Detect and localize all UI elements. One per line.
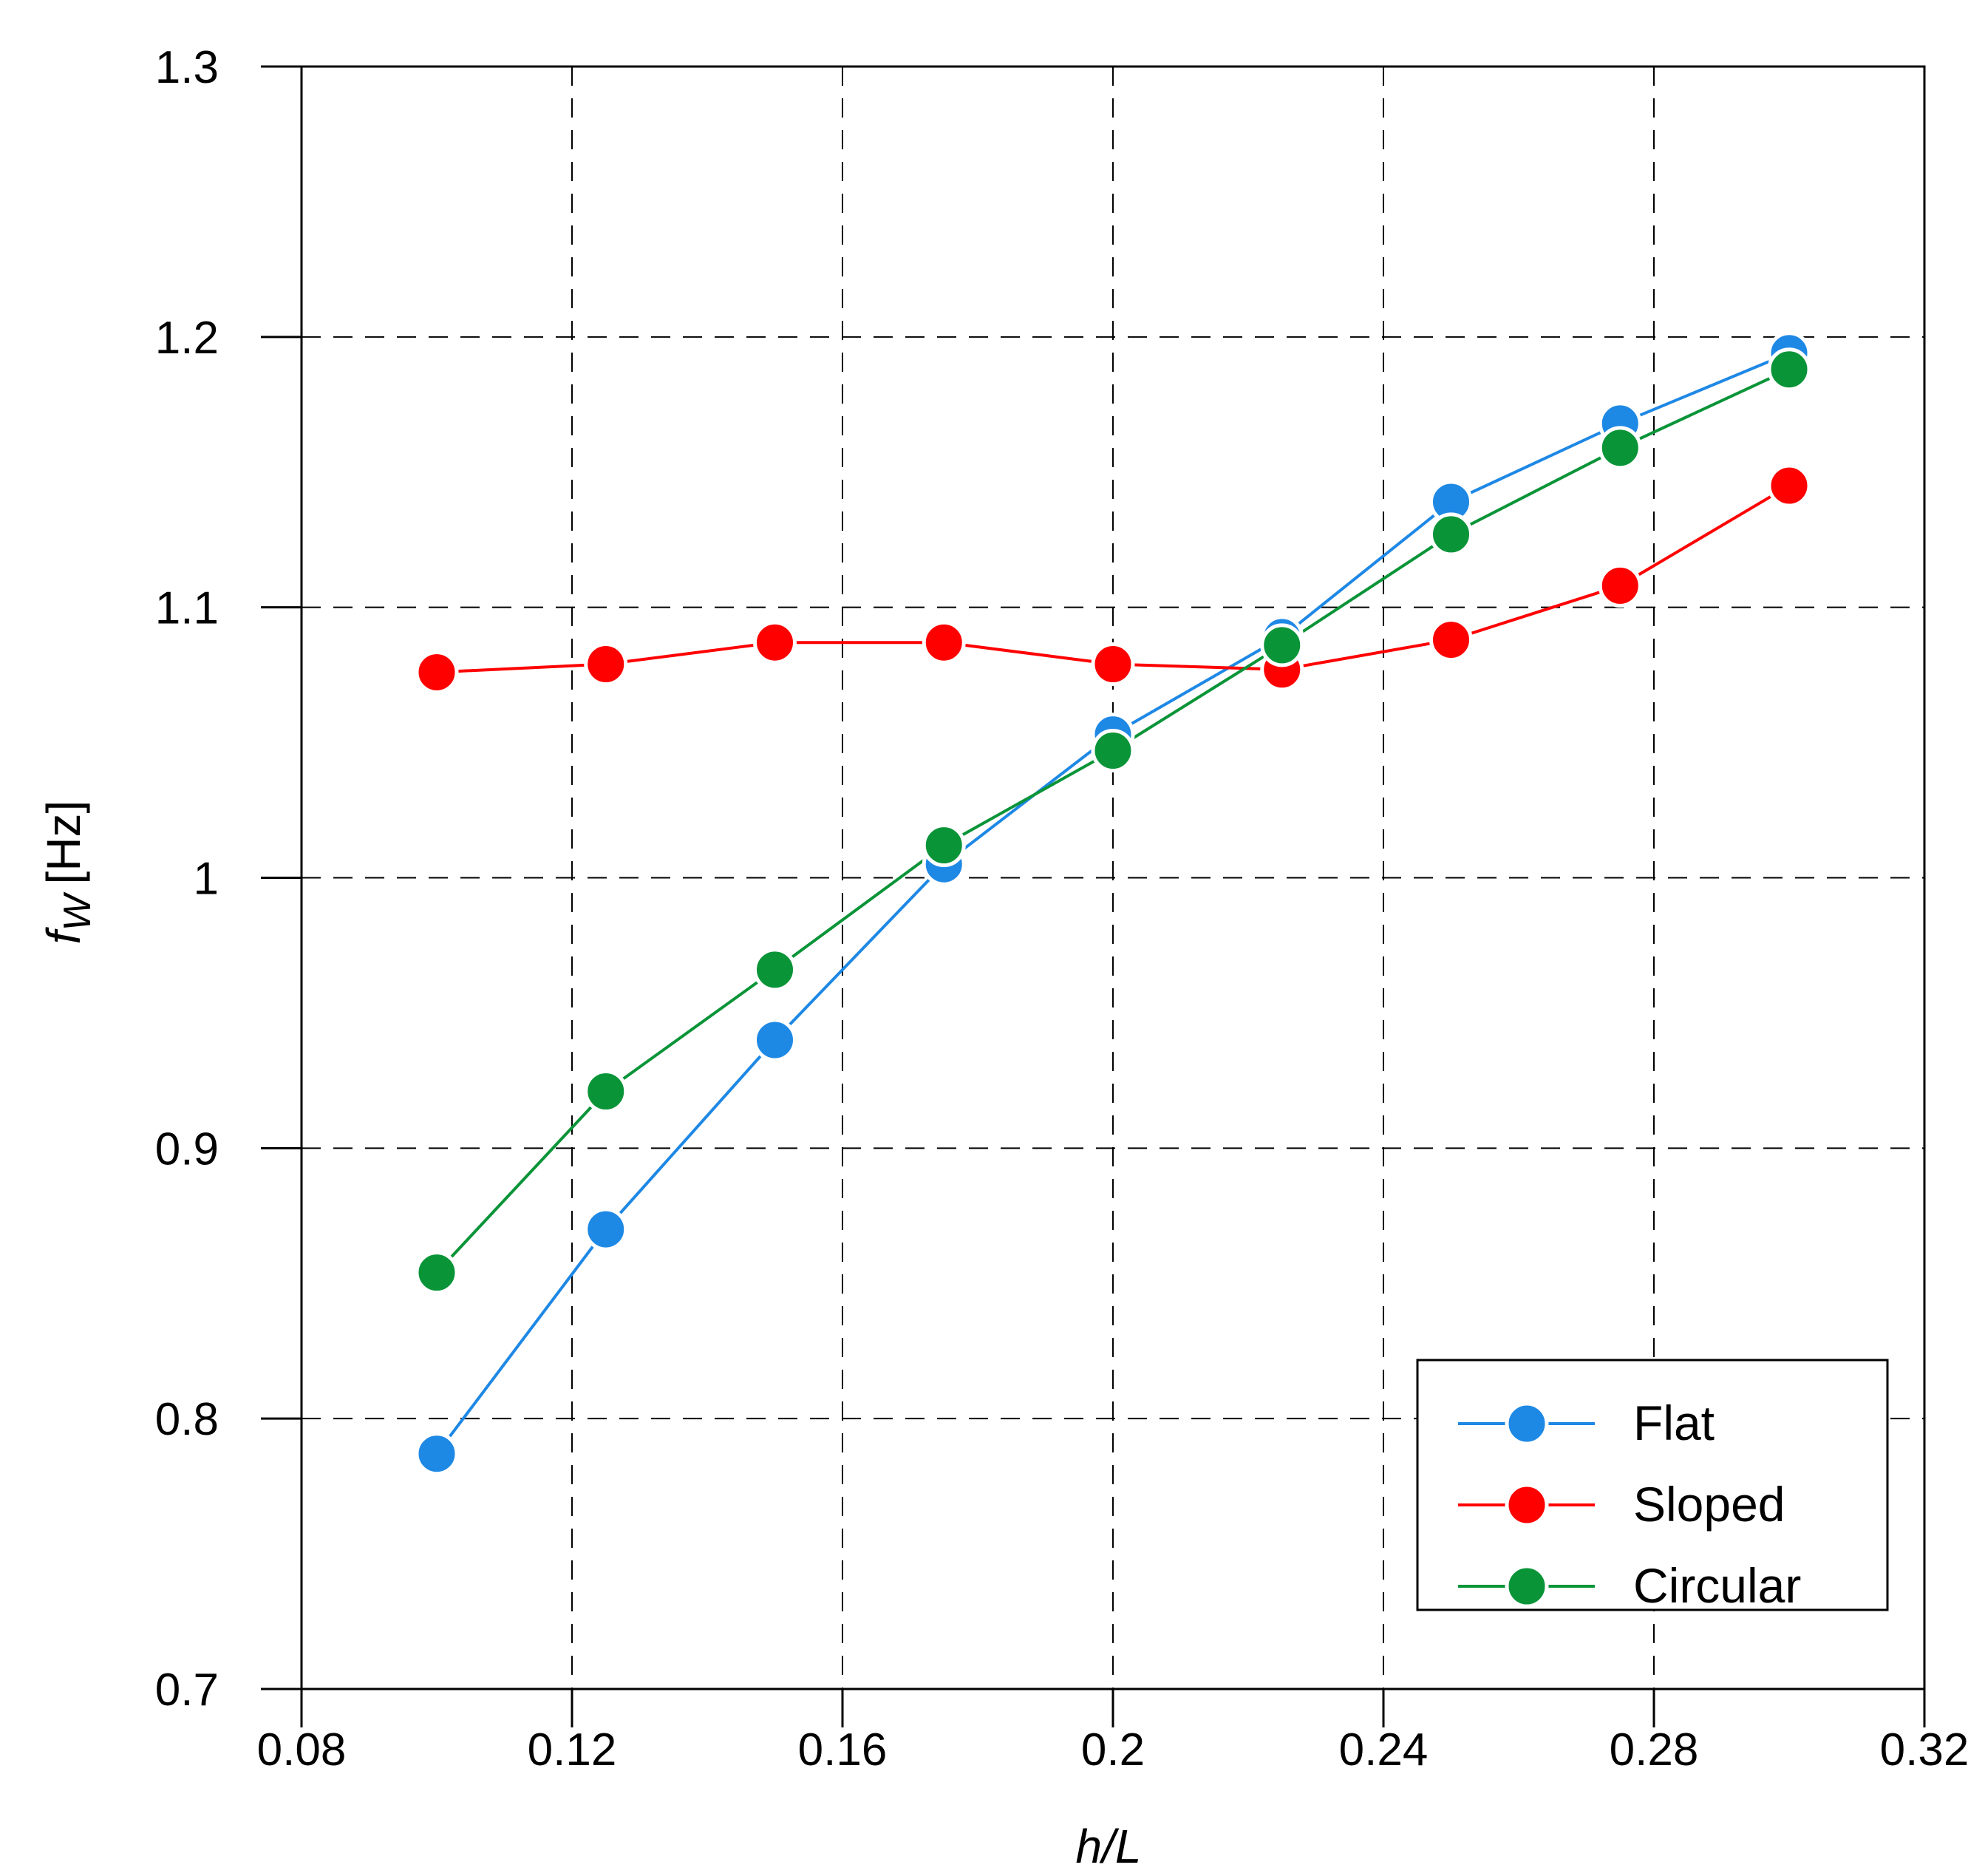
data-point-circular: [753, 948, 797, 992]
y-tick-label: 1: [194, 854, 219, 905]
legend-marker-flat: [1505, 1401, 1549, 1446]
legend: Flat Sloped Circular: [1416, 1359, 1889, 1613]
y-tick-label: 1.3: [155, 42, 219, 93]
axes: 0.08 0.12 0.16 0.2 0.24 0.28 0.32 0.7 0.8 0.9 1 1.1…: [155, 42, 1969, 1775]
data-point-flat: [415, 1432, 459, 1476]
series-line-circular: [435, 367, 1790, 1274]
legend-label-sloped: Sloped: [1633, 1477, 1785, 1532]
y-tick-label: 0.9: [155, 1124, 219, 1175]
data-point-sloped: [1598, 563, 1642, 608]
data-point-sloped: [922, 620, 966, 665]
data-point-flat: [753, 1018, 797, 1062]
data-point-sloped: [1429, 618, 1473, 662]
x-tick-label: 0.32: [1880, 1724, 1969, 1775]
data-point-circular: [1767, 347, 1811, 392]
x-tick-label: 0.16: [798, 1724, 888, 1775]
data-point-circular: [1091, 729, 1135, 773]
data-point-sloped: [1091, 642, 1135, 686]
y-axis-unit: [Hz]: [37, 801, 90, 885]
x-tick-label: 0.08: [257, 1724, 347, 1775]
y-tick-label: 1.2: [155, 313, 219, 364]
data-point-circular: [584, 1070, 628, 1114]
x-tick-label: 0.28: [1610, 1724, 1699, 1775]
legend-marker-sloped: [1505, 1483, 1549, 1527]
y-axis-subscript: W: [56, 891, 99, 931]
legend-label-flat: Flat: [1633, 1396, 1715, 1450]
data-point-circular: [1598, 426, 1642, 470]
y-tick-label: 1.1: [155, 583, 219, 634]
y-tick-label: 0.7: [155, 1665, 219, 1716]
data-point-sloped: [753, 620, 797, 665]
x-tick-label: 0.2: [1081, 1724, 1145, 1775]
x-tick-label: 0.12: [528, 1724, 617, 1775]
legend-label-circular: Circular: [1633, 1558, 1801, 1613]
x-tick-label: 0.24: [1339, 1724, 1429, 1775]
y-tick-label: 0.8: [155, 1394, 219, 1445]
grid-lines: [302, 67, 1924, 1689]
data-point-circular: [415, 1251, 459, 1295]
legend-box: [1416, 1359, 1889, 1611]
data-point-sloped: [1767, 463, 1811, 508]
y-axis-title: fW[Hz]: [37, 801, 99, 945]
data-point-sloped: [415, 650, 459, 694]
data-point-flat: [584, 1207, 628, 1251]
data-point-circular: [1429, 512, 1473, 557]
data-point-circular: [1260, 623, 1304, 667]
x-axis-title: h/L: [1076, 1820, 1142, 1873]
legend-marker-circular: [1505, 1564, 1549, 1608]
series-lines: [415, 331, 1811, 1476]
data-point-sloped: [584, 642, 628, 686]
data-point-circular: [922, 823, 966, 868]
